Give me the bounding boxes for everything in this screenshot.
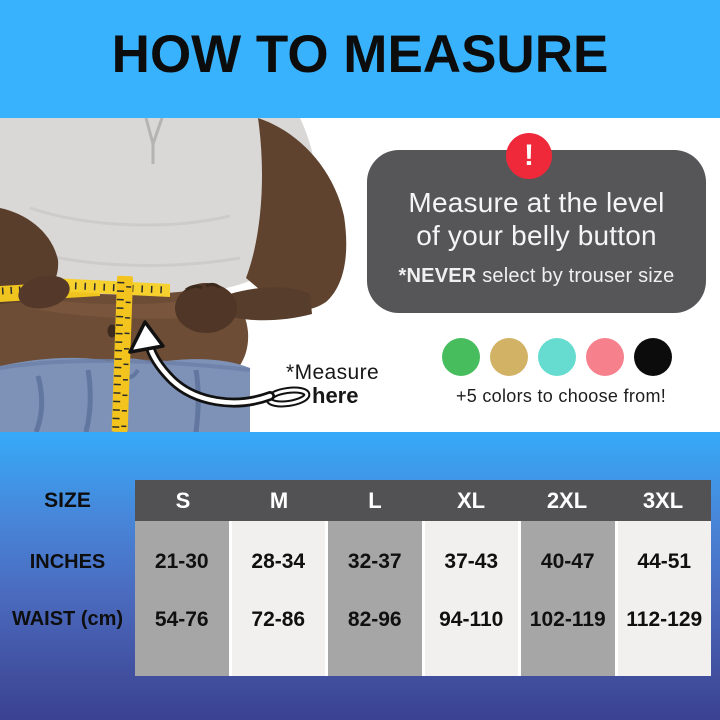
size-header-cell: L: [368, 487, 382, 513]
color-swatch-green: [442, 338, 480, 376]
header-band: [0, 0, 720, 118]
size-table-body: 21-30 54-76 28-34 72-86 32-37 82-96 37-4…: [135, 521, 711, 676]
color-swatch-pink: [586, 338, 624, 376]
info-card-note: *NEVER select by trouser size: [398, 265, 675, 287]
table-column: 32-37 82-96: [328, 521, 422, 676]
table-column: 40-47 102-119: [521, 521, 615, 676]
measuring-tape-vertical: [111, 275, 133, 432]
right-fist: [175, 283, 237, 333]
size-header-cell: 2XL: [546, 487, 588, 513]
size-table-header: S M L XL 2XL 3XL: [135, 480, 711, 521]
size-header-cell: XL: [456, 487, 486, 513]
color-swatch-row: [442, 338, 672, 376]
color-swatch-black: [634, 338, 672, 376]
table-column: 28-34 72-86: [231, 521, 325, 676]
alert-icon: !: [506, 133, 552, 179]
info-card-text: Measure at the level of your belly butto…: [408, 187, 665, 251]
table-column: 21-30 54-76: [135, 521, 229, 676]
person-measuring-photo: [0, 118, 347, 432]
table-corner-label: SIZE: [44, 489, 91, 512]
right-arm: [175, 118, 347, 333]
table-column: 44-51 112-129: [617, 521, 711, 676]
belly-button: [107, 324, 117, 338]
size-header-cell: S: [175, 487, 191, 513]
size-header-cell: M: [269, 487, 289, 513]
measure-arrow-icon: [128, 320, 311, 408]
size-header-cell: 3XL: [642, 487, 684, 513]
color-swatch-turquoise: [538, 338, 576, 376]
left-hand: [18, 275, 70, 309]
page-title: HOW TO MEASURE: [111, 25, 609, 84]
measure-here-callout: *Measure here: [286, 361, 380, 408]
row-label-inches: INCHES: [29, 551, 106, 573]
row-label-waist: WAIST (cm): [11, 608, 124, 630]
color-swatch-caption: +5 colors to choose from!: [455, 386, 667, 406]
table-column: 37-43 94-110: [424, 521, 518, 676]
color-swatch-gold: [490, 338, 528, 376]
